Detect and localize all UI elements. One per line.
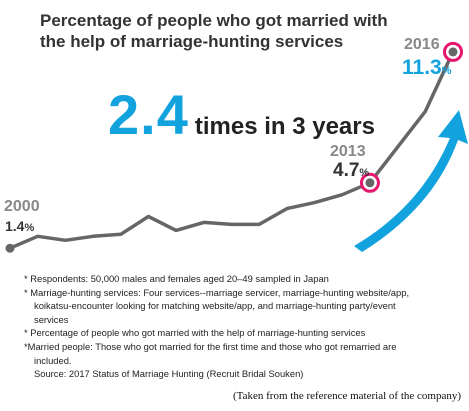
label-value-2016: 11.3% [402,56,452,79]
note-married-people: *Married people: Those who got married f… [24,340,397,352]
note-source: Source: 2017 Status of Marriage Hunting … [34,368,304,380]
growth-period: times in 3 years [194,113,375,140]
growth-multiplier: 2.4 [108,83,189,146]
label-value-2013: 4.7% [333,160,370,181]
note-services-cont-2: services [34,313,69,325]
footnotes: * Respondents: 50,000 males and females … [24,272,454,381]
label-year-2000: 2000 [4,198,40,215]
growth-arrow [354,110,468,252]
label-year-2013: 2013 [330,143,366,160]
note-married-people-cont: included. [34,354,72,366]
label-value-2000: 1.4% [5,218,35,234]
chart-title-line-1: Percentage of people who got married wit… [40,11,388,30]
note-services: * Marriage-hunting services: Four servic… [24,286,410,298]
data-point-2013 [365,178,375,188]
growth-headline: 2.4 times in 3 years [108,82,375,147]
note-services-cont-1: koikatsu-encounter looking for matching … [34,300,396,312]
note-respondents: * Respondents: 50,000 males and females … [24,273,329,284]
label-year-2016: 2016 [404,36,440,53]
data-point-2016 [448,47,458,57]
data-point-2000 [5,243,15,253]
line-chart [5,41,468,253]
chart-title-line-2: the help of marriage-hunting services [40,32,344,51]
note-percentage: * Percentage of people who got married w… [24,327,366,339]
chart-title: Percentage of people who got married wit… [40,10,440,52]
reference-caption: (Taken from the reference material of th… [233,390,461,402]
